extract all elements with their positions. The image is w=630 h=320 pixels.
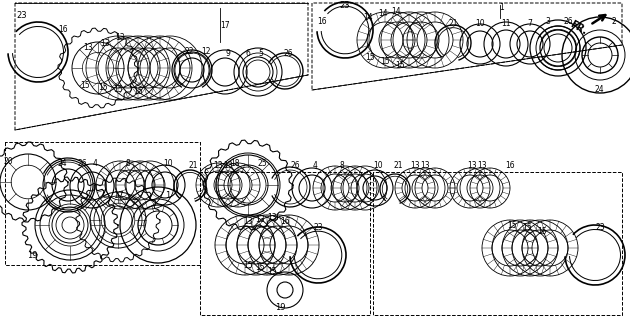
Text: 23: 23 [340,1,350,10]
Text: 13: 13 [83,44,93,52]
Text: 13: 13 [477,161,487,170]
Text: 8: 8 [125,158,130,167]
Text: 15: 15 [522,223,532,233]
Text: 24: 24 [594,85,604,94]
Text: 14: 14 [378,10,388,19]
Text: 17: 17 [113,190,123,199]
Text: 15: 15 [133,87,143,97]
Text: 15: 15 [537,227,547,236]
Text: 5: 5 [258,50,263,59]
Text: 14: 14 [391,6,401,15]
Text: 23: 23 [595,223,605,233]
Text: 11: 11 [501,20,511,28]
Text: 26: 26 [563,18,573,27]
Text: 23: 23 [313,223,323,233]
Text: 23: 23 [16,11,27,20]
Text: 10: 10 [163,158,173,167]
Text: 13: 13 [115,34,125,43]
Text: 16: 16 [280,218,290,227]
Text: 13: 13 [420,161,430,170]
Text: 15: 15 [98,83,108,92]
Text: FR.: FR. [568,19,588,37]
Text: 15: 15 [255,263,265,273]
Text: 26: 26 [290,161,300,170]
Text: 16: 16 [317,18,327,27]
Text: 26: 26 [284,50,293,59]
Text: 24: 24 [57,158,67,167]
Text: 8: 8 [340,161,345,170]
Text: 18: 18 [230,158,240,167]
Text: 15: 15 [507,220,517,229]
Text: 12: 12 [201,47,211,57]
Text: 22: 22 [184,47,194,57]
Text: 16: 16 [58,26,68,35]
Text: 26: 26 [77,158,87,167]
Text: 9: 9 [226,50,231,59]
Text: 6: 6 [246,50,251,59]
Text: 15: 15 [80,81,90,90]
Text: 13: 13 [410,161,420,170]
Text: 19: 19 [275,303,285,313]
Text: 19: 19 [26,251,37,260]
Text: 3: 3 [546,18,551,27]
Text: 13: 13 [267,213,277,222]
Text: 13: 13 [467,161,477,170]
Text: 21: 21 [188,161,198,170]
Text: 15: 15 [395,60,405,69]
Text: 15: 15 [267,267,277,276]
Text: 13: 13 [243,218,253,227]
Text: 1: 1 [500,4,505,12]
Text: 20: 20 [3,157,13,166]
Text: 1: 1 [165,191,171,201]
Text: 13: 13 [100,38,110,47]
Text: 21: 21 [449,20,458,28]
Text: 10: 10 [373,161,383,170]
Text: 2: 2 [612,18,616,27]
Text: 17: 17 [220,20,230,29]
Text: 4: 4 [312,161,318,170]
Text: 14: 14 [363,13,373,22]
Text: 13: 13 [255,215,265,225]
Text: 7: 7 [527,20,532,28]
Text: 13: 13 [223,161,233,170]
Text: 10: 10 [475,20,485,28]
Text: 15: 15 [113,84,123,93]
Text: 25: 25 [257,158,267,167]
Text: 16: 16 [505,161,515,170]
Text: 13: 13 [213,161,223,170]
Text: 4: 4 [93,158,98,167]
Text: 15: 15 [243,260,253,269]
Text: 15: 15 [380,58,390,67]
Text: 21: 21 [393,161,403,170]
Text: 15: 15 [365,53,375,62]
